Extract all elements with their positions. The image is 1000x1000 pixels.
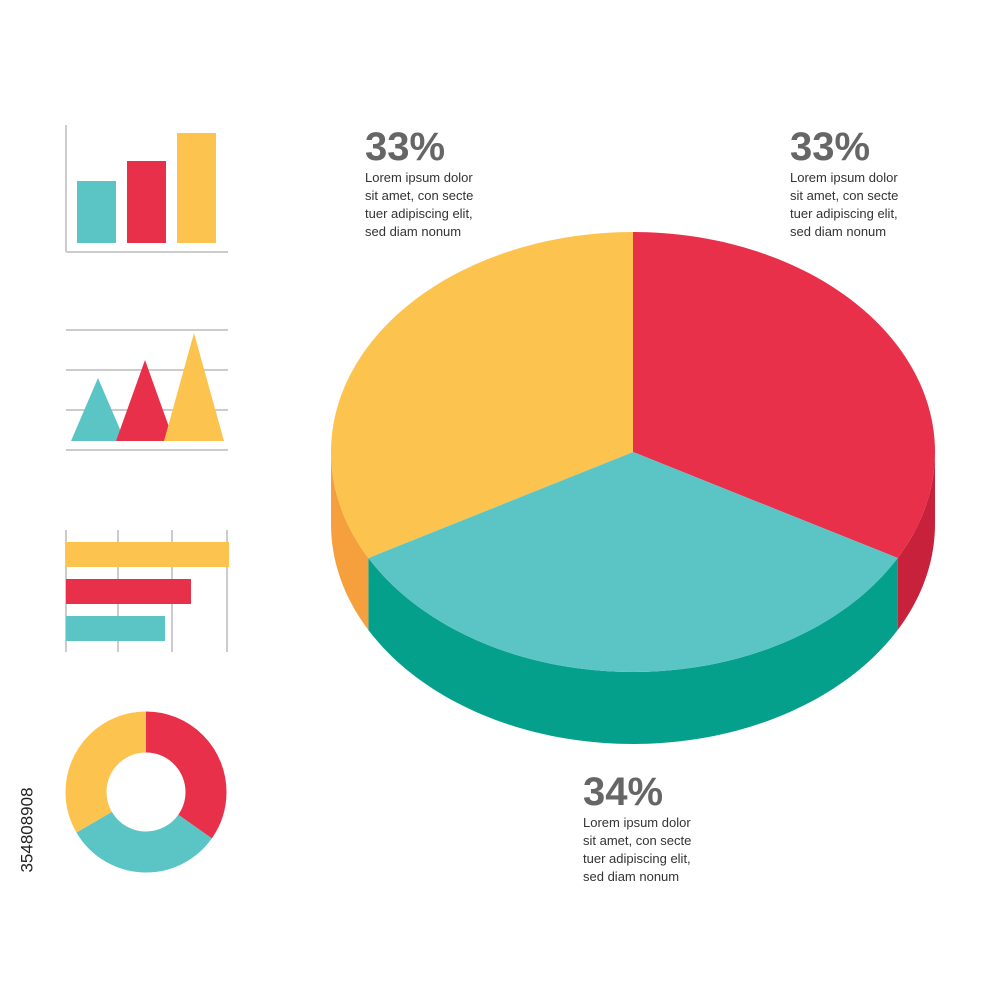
image-id: 354808908 — [17, 787, 36, 872]
description: tuer adipiscing elit, — [365, 206, 473, 221]
description: Lorem ipsum dolor — [365, 170, 473, 185]
icon-triangle — [164, 333, 224, 441]
description: sit amet, con secte — [365, 188, 473, 203]
bar-icon — [65, 125, 228, 253]
description: sit amet, con secte — [790, 188, 898, 203]
icon-bar — [127, 161, 166, 243]
icon-donut-segment — [65, 711, 227, 873]
icon-triangle — [116, 360, 174, 441]
icon-bar — [177, 133, 216, 243]
pie-slice — [368, 452, 898, 672]
icon-bar — [66, 616, 165, 641]
pie-side — [368, 557, 898, 744]
icon-triangle — [71, 378, 125, 441]
description: sed diam nonum — [790, 224, 886, 239]
pie-side — [897, 452, 935, 630]
description: sit amet, con secte — [583, 833, 691, 848]
icon-bar — [77, 181, 116, 243]
pie-slice — [331, 232, 633, 558]
percent-label: 33% — [365, 125, 445, 169]
description: tuer adipiscing elit, — [790, 206, 898, 221]
donut-icon — [65, 711, 227, 873]
description: sed diam nonum — [583, 869, 679, 884]
description: Lorem ipsum dolor — [790, 170, 898, 185]
description: tuer adipiscing elit, — [583, 851, 691, 866]
percent-label: 33% — [790, 125, 870, 169]
pie-slice — [633, 232, 935, 558]
pie-side — [331, 452, 369, 630]
description: Lorem ipsum dolor — [583, 815, 691, 830]
icon-bar — [66, 542, 229, 567]
hbar-icon — [65, 530, 229, 652]
triangle-icon — [66, 329, 228, 451]
description: sed diam nonum — [365, 224, 461, 239]
icon-donut-segment — [65, 711, 227, 873]
percent-label: 34% — [583, 770, 663, 814]
icon-bar — [66, 579, 191, 604]
